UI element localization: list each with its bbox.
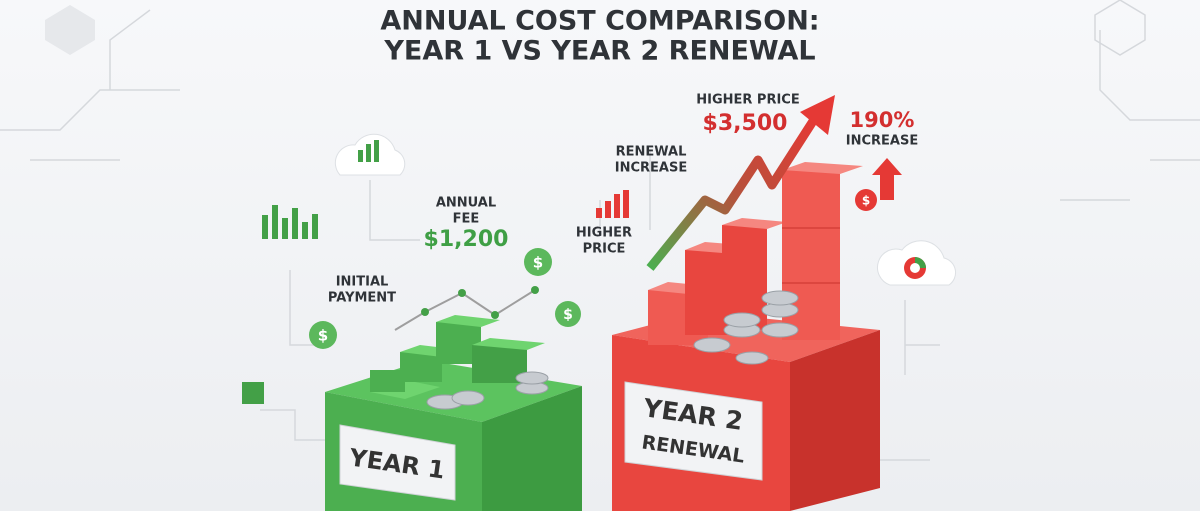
label: ANNUAL bbox=[436, 196, 496, 211]
label: HIGHER PRICE bbox=[696, 93, 799, 108]
hexagon bbox=[1094, 0, 1146, 56]
coin-symbol: $ bbox=[318, 327, 328, 345]
hexagon bbox=[45, 5, 95, 55]
coin-icon: $ bbox=[555, 301, 581, 327]
cloud-icon bbox=[334, 133, 406, 176]
rising-arrow bbox=[646, 95, 835, 271]
year1-box: YEAR 1 bbox=[325, 315, 582, 511]
coin-symbol: $ bbox=[862, 194, 870, 208]
small-cube bbox=[242, 382, 264, 404]
label: HIGHER bbox=[576, 226, 632, 241]
coin-symbol: $ bbox=[563, 307, 573, 323]
label: PAYMENT bbox=[328, 291, 396, 306]
coin-icon: $ bbox=[524, 248, 552, 276]
price-label: $1,200 bbox=[424, 227, 509, 252]
bar-icon bbox=[596, 190, 629, 218]
label: INITIAL bbox=[336, 275, 389, 290]
label: INCREASE bbox=[615, 161, 687, 176]
label: FEE bbox=[453, 212, 480, 227]
coin-icon: $ bbox=[855, 189, 877, 211]
percent-label: 190% bbox=[850, 108, 915, 132]
price-label: $3,500 bbox=[703, 111, 788, 136]
coin-icon: $ bbox=[309, 321, 337, 349]
bar-icon bbox=[262, 205, 318, 239]
label: RENEWAL bbox=[616, 145, 687, 160]
cloud-icon bbox=[877, 240, 957, 286]
trend-points bbox=[421, 286, 539, 319]
year2-box: YEAR 2 RENEWAL bbox=[612, 162, 880, 511]
coin-symbol: $ bbox=[533, 254, 543, 272]
arrow-icon bbox=[872, 158, 902, 200]
title-line: YEAR 1 VS YEAR 2 RENEWAL bbox=[383, 36, 815, 67]
label: INCREASE bbox=[846, 134, 918, 149]
label: PRICE bbox=[583, 242, 626, 257]
title-line: ANNUAL COST COMPARISON: bbox=[380, 6, 819, 37]
